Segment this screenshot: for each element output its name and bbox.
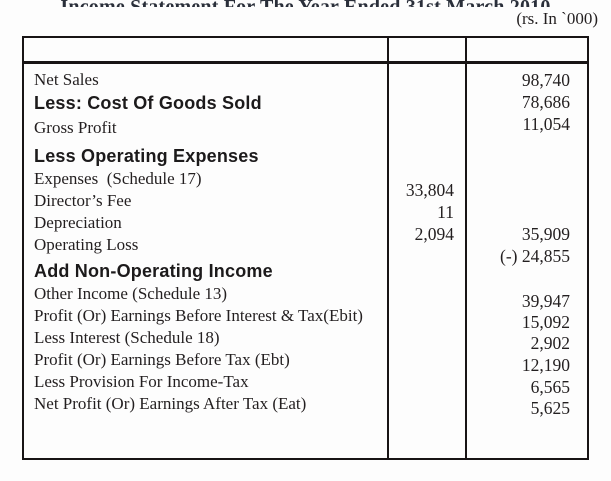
value-ebt: 12,190 [521,355,570,375]
value-depreciation-detail: 2,094 [414,224,454,244]
section-header-less-operating-expenses: Less Operating Expenses [34,146,259,166]
row-label-gross-profit: Gross Profit [34,118,117,137]
value-operating-loss: (-) 24,855 [500,246,570,266]
row-label-operating-loss: Operating Loss [34,235,139,254]
row-label-expenses-schedule-17: Expenses (Schedule 17) [34,169,202,188]
table-body: Net Sales Less: Cost Of Goods Sold Gross… [24,64,587,458]
row-label-net-sales: Net Sales [34,70,99,89]
value-total-operating-expenses: 35,909 [521,224,570,244]
value-ebit: 15,092 [521,312,570,332]
row-label-net-profit-after-tax-eat: Net Profit (Or) Earnings After Tax (Eat) [34,394,307,413]
value-provision-for-income-tax: 6,565 [530,377,570,397]
column-divider-2 [465,38,467,458]
value-other-income: 39,947 [521,291,570,311]
row-label-less-interest-schedule-18: Less Interest (Schedule 18) [34,328,220,347]
table-header-row-empty [24,38,587,64]
value-net-sales: 98,740 [521,70,570,90]
row-label-directors-fee: Director’s Fee [34,191,132,210]
currency-unit-note: (rs. In `000) [516,9,598,28]
row-label-depreciation: Depreciation [34,213,122,232]
value-net-profit-eat: 5,625 [530,398,570,418]
column-divider-1 [387,38,389,458]
row-label-profit-before-tax-ebt: Profit (Or) Earnings Before Tax (Ebt) [34,350,290,369]
value-expenses-detail: 33,804 [405,180,454,200]
statement-title-text: Income Statement For The Year Ended 31st… [60,0,550,7]
value-interest: 2,902 [530,333,570,353]
row-label-other-income-schedule-13: Other Income (Schedule 13) [34,284,228,303]
value-gross-profit: 11,054 [522,114,570,134]
value-directors-fee-detail: 11 [437,202,454,222]
clipped-statement-title: Income Statement For The Year Ended 31st… [0,0,611,7]
section-header-add-non-operating-income: Add Non-Operating Income [34,261,273,281]
income-statement-table: Net Sales Less: Cost Of Goods Sold Gross… [22,36,589,460]
row-label-less-provision-for-income-tax: Less Provision For Income-Tax [34,372,249,391]
row-label-less-cost-of-goods-sold: Less: Cost Of Goods Sold [34,93,262,113]
value-cost-of-goods-sold: 78,686 [521,92,570,112]
row-label-profit-before-interest-tax-ebit: Profit (Or) Earnings Before Interest & T… [34,306,363,325]
